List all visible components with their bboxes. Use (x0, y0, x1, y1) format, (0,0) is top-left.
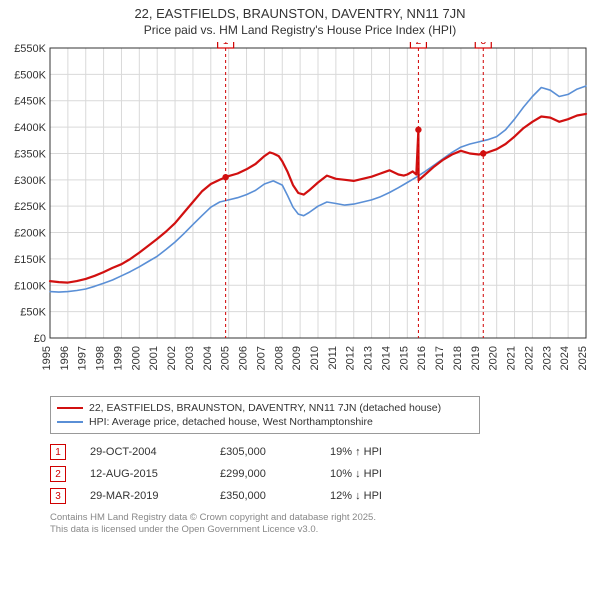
legend-item: HPI: Average price, detached house, West… (57, 416, 473, 428)
svg-text:3: 3 (480, 42, 486, 47)
svg-text:2001: 2001 (148, 346, 160, 370)
event-marker-number: 2 (50, 466, 66, 482)
event-price: £299,000 (220, 468, 330, 480)
svg-text:2009: 2009 (291, 346, 303, 370)
svg-text:2007: 2007 (255, 346, 267, 370)
svg-text:2008: 2008 (273, 346, 285, 370)
svg-text:2020: 2020 (488, 346, 500, 370)
sale-event-row: 2 12-AUG-2015£299,00010% ↓ HPI (50, 466, 592, 482)
svg-text:2: 2 (416, 42, 422, 47)
svg-text:2024: 2024 (559, 346, 571, 370)
event-hpi-diff: 10% ↓ HPI (330, 468, 450, 480)
event-marker-number: 1 (50, 444, 66, 460)
footer-line-2: This data is licensed under the Open Gov… (50, 524, 592, 536)
chart-container: 22, EASTFIELDS, BRAUNSTON, DAVENTRY, NN1… (0, 0, 600, 590)
legend-label: 22, EASTFIELDS, BRAUNSTON, DAVENTRY, NN1… (89, 402, 441, 414)
event-date: 29-MAR-2019 (90, 490, 220, 502)
chart-title: 22, EASTFIELDS, BRAUNSTON, DAVENTRY, NN1… (8, 6, 592, 38)
event-price: £305,000 (220, 446, 330, 458)
svg-text:2000: 2000 (130, 346, 142, 370)
svg-text:2023: 2023 (541, 346, 553, 370)
svg-text:£300K: £300K (14, 175, 46, 187)
svg-text:2003: 2003 (184, 346, 196, 370)
event-marker-number: 3 (50, 488, 66, 504)
svg-text:1: 1 (223, 42, 229, 47)
svg-text:2002: 2002 (166, 346, 178, 370)
svg-text:2013: 2013 (363, 346, 375, 370)
svg-text:£50K: £50K (20, 307, 46, 319)
svg-text:£0: £0 (34, 333, 46, 345)
svg-text:2016: 2016 (416, 346, 428, 370)
svg-text:£100K: £100K (14, 281, 46, 293)
svg-text:2012: 2012 (345, 346, 357, 370)
event-hpi-diff: 12% ↓ HPI (330, 490, 450, 502)
svg-text:2010: 2010 (309, 346, 321, 370)
svg-text:2006: 2006 (238, 346, 250, 370)
legend: 22, EASTFIELDS, BRAUNSTON, DAVENTRY, NN1… (50, 396, 480, 434)
svg-text:2018: 2018 (452, 346, 464, 370)
event-date: 29-OCT-2004 (90, 446, 220, 458)
svg-text:£250K: £250K (14, 202, 46, 214)
svg-text:2022: 2022 (523, 346, 535, 370)
legend-item: 22, EASTFIELDS, BRAUNSTON, DAVENTRY, NN1… (57, 402, 473, 414)
svg-text:1996: 1996 (59, 346, 71, 370)
legend-label: HPI: Average price, detached house, West… (89, 416, 373, 428)
title-line-2: Price paid vs. HM Land Registry's House … (8, 23, 592, 39)
footer-line-1: Contains HM Land Registry data © Crown c… (50, 512, 592, 524)
svg-text:2004: 2004 (202, 346, 214, 370)
svg-text:2011: 2011 (327, 346, 339, 370)
svg-text:2019: 2019 (470, 346, 482, 370)
svg-text:2005: 2005 (220, 346, 232, 370)
svg-text:£150K: £150K (14, 254, 46, 266)
svg-text:£400K: £400K (14, 123, 46, 135)
legend-swatch (57, 407, 83, 409)
title-line-1: 22, EASTFIELDS, BRAUNSTON, DAVENTRY, NN1… (8, 6, 592, 23)
svg-text:2025: 2025 (577, 346, 589, 370)
svg-text:2017: 2017 (434, 346, 446, 370)
line-chart-svg: £0 £50K £100K £150K £200K £250K £300K £350K £400… (8, 42, 592, 392)
sale-event-row: 3 29-MAR-2019£350,00012% ↓ HPI (50, 488, 592, 504)
svg-text:1995: 1995 (41, 346, 53, 370)
event-price: £350,000 (220, 490, 330, 502)
attribution-footer: Contains HM Land Registry data © Crown c… (50, 512, 592, 536)
event-hpi-diff: 19% ↑ HPI (330, 446, 450, 458)
sale-events-table: 1 29-OCT-2004£305,00019% ↑ HPI 2 12-AUG-201… (50, 444, 592, 504)
svg-text:£500K: £500K (14, 70, 46, 82)
svg-text:2015: 2015 (398, 346, 410, 370)
sale-event-row: 1 29-OCT-2004£305,00019% ↑ HPI (50, 444, 592, 460)
svg-text:2014: 2014 (380, 346, 392, 370)
chart-area: £0 £50K £100K £150K £200K £250K £300K £350K £400… (8, 42, 592, 392)
svg-text:2021: 2021 (506, 346, 518, 370)
svg-text:1998: 1998 (95, 346, 107, 370)
svg-text:1997: 1997 (77, 346, 89, 370)
svg-text:1999: 1999 (112, 346, 124, 370)
svg-text:£350K: £350K (14, 149, 46, 161)
svg-text:£550K: £550K (14, 43, 46, 55)
legend-swatch (57, 421, 83, 423)
svg-text:£200K: £200K (14, 228, 46, 240)
svg-text:£450K: £450K (14, 96, 46, 108)
event-date: 12-AUG-2015 (90, 468, 220, 480)
